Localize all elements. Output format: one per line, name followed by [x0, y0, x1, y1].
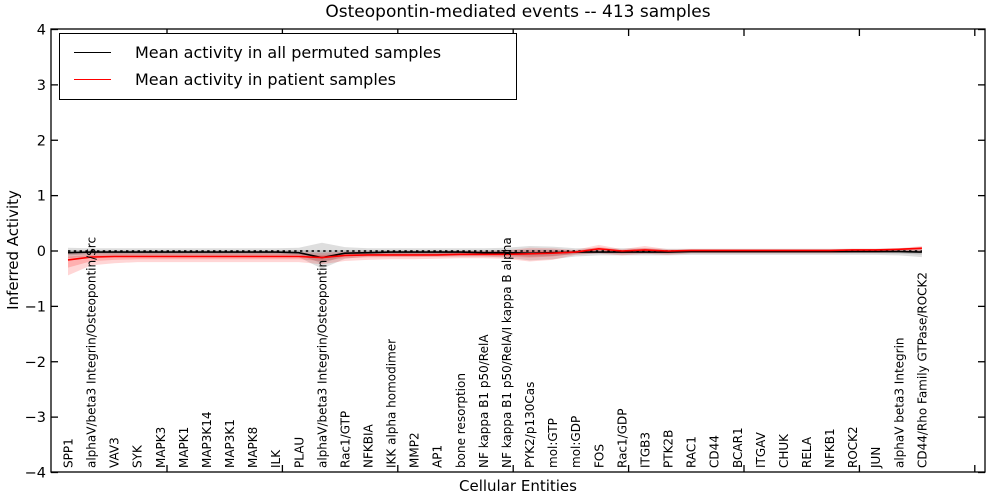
y-tick-labels: −4 −3 −2 −1 0 1 2 3 4	[25, 23, 46, 482]
x-category-label: RELA	[800, 436, 814, 468]
x-category-label: alphaV/beta3 Integrin/Osteopontin	[315, 260, 329, 468]
x-category-label: MAP3K1	[223, 419, 237, 468]
legend-entry-patient: Mean activity in patient samples	[60, 66, 516, 93]
x-axis-label: Cellular Entities	[459, 477, 577, 495]
x-category-label: bone resorption	[454, 373, 468, 468]
svg-text:0: 0	[37, 244, 46, 260]
x-category-label: BCAR1	[731, 427, 745, 468]
patient-line-sample	[74, 79, 111, 80]
x-category-label: ITGB3	[638, 432, 652, 468]
x-category-label: FOS	[592, 444, 606, 468]
x-category-label: mol:GDP	[569, 416, 583, 468]
x-category-label: CD44/Rho Family GTPase/ROCK2	[915, 272, 929, 468]
x-category-label: NF kappa B1 p50/RelA/I kappa B alpha	[500, 237, 514, 468]
x-category-label: MMP2	[408, 432, 422, 468]
x-category-label: NFKBIA	[362, 423, 376, 468]
x-category-label: Rac1/GTP	[338, 411, 352, 468]
x-category-label: ITGAV	[754, 431, 768, 468]
x-category-label: NF kappa B1 p50/RelA	[477, 334, 491, 468]
svg-text:4: 4	[37, 23, 46, 39]
x-category-label: Rac1/GDP	[615, 409, 629, 468]
svg-text:−2: −2	[25, 355, 46, 371]
x-category-label: NFKB1	[823, 428, 837, 468]
svg-text:3: 3	[37, 78, 46, 94]
x-category-label: AP1	[431, 445, 445, 468]
x-category-label: VAV3	[108, 437, 122, 468]
x-category-label: PYK2/p130Cas	[523, 382, 537, 468]
patient-mean-line	[67, 247, 922, 261]
x-category-label: IKK alpha homodimer	[385, 339, 399, 468]
y-axis-label: Inferred Activity	[4, 190, 22, 310]
x-category-label: MAP3K14	[200, 411, 214, 468]
svg-text:−1: −1	[25, 299, 46, 315]
x-category-label: ILK	[269, 449, 283, 468]
x-category-labels: SPP1 alphaV/beta3 Integrin/Osteopontin/Sr…	[62, 237, 930, 469]
svg-text:−3: −3	[25, 410, 46, 426]
x-category-label: JUN	[869, 447, 883, 469]
legend-box: Mean activity in all permuted samples Me…	[59, 33, 517, 100]
x-category-label: PTK2B	[662, 430, 676, 468]
x-category-label: PLAU	[292, 437, 306, 468]
x-category-label: CHUK	[777, 433, 791, 468]
chart-title: Osteopontin-mediated events -- 413 sampl…	[325, 2, 711, 22]
x-category-label: CD44	[708, 435, 722, 468]
x-category-label: MAPK8	[246, 427, 260, 468]
permuted-line-sample	[74, 52, 111, 53]
x-category-label: alphaV/beta3 Integrin/Osteopontin/Src	[85, 237, 99, 468]
permuted-mean-line	[67, 250, 922, 259]
x-category-label: RAC1	[685, 436, 699, 468]
svg-text:1: 1	[37, 189, 46, 205]
legend-entry-patient-label: Mean activity in patient samples	[135, 70, 396, 89]
axis-ticks	[51, 28, 985, 474]
x-category-label: SPP1	[62, 438, 76, 468]
confidence-bands	[68, 242, 922, 276]
svg-text:−4: −4	[25, 466, 46, 482]
x-category-label: ROCK2	[846, 426, 860, 468]
x-category-label: alphaV beta3 Integrin	[892, 337, 906, 468]
x-category-label: mol:GTP	[546, 418, 560, 468]
legend-entry-permuted: Mean activity in all permuted samples	[60, 39, 516, 66]
legend-entry-permuted-label: Mean activity in all permuted samples	[135, 43, 442, 62]
svg-text:2: 2	[37, 133, 46, 149]
x-category-label: MAPK3	[154, 427, 168, 468]
x-category-label: SYK	[131, 444, 145, 468]
x-category-label: MAPK1	[177, 427, 191, 468]
